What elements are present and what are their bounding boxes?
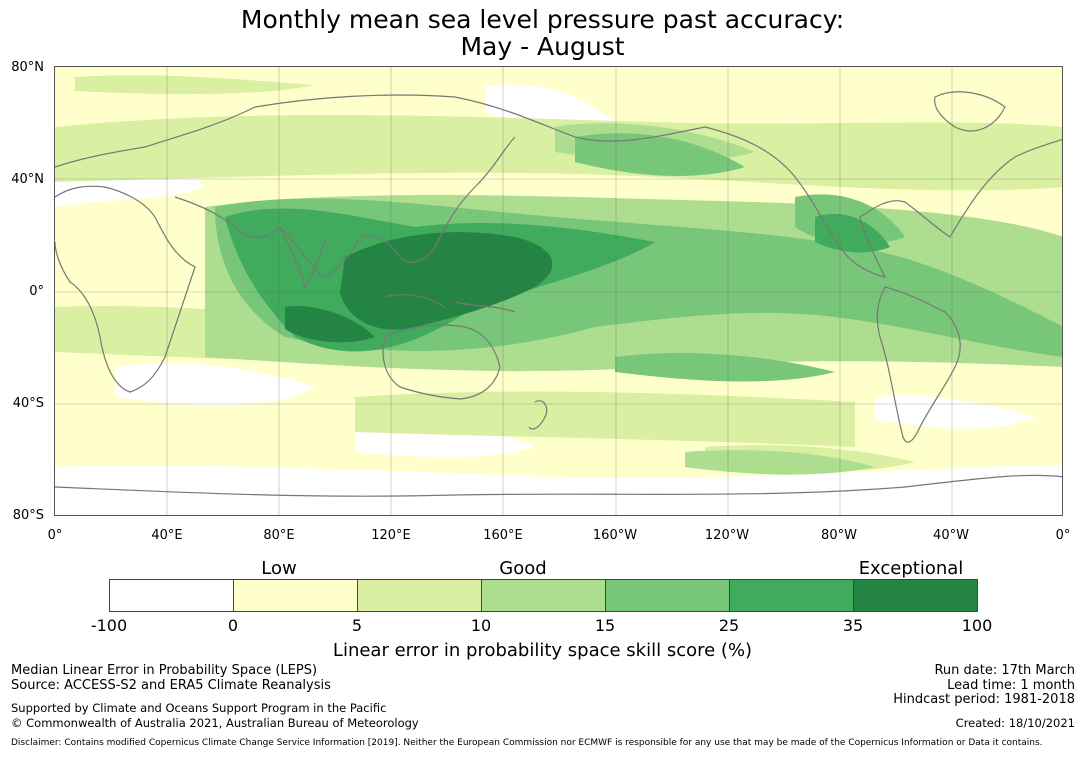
lon-label-40w: 40°W [933,528,969,543]
lead-time: Lead time: 1 month [947,678,1075,693]
colorbar-tick: 5 [351,616,363,635]
colorbar-segment-5-10 [357,579,481,612]
lat-label-80n: 80°N [11,60,44,75]
data-source: Source: ACCESS-S2 and ERA5 Climate Reana… [11,678,331,693]
created-date: Created: 18/10/2021 [955,716,1075,730]
colorbar-tick: 15 [594,616,616,635]
colorbar-tick: 100 [961,616,993,635]
lon-label-80e: 80°E [263,528,295,543]
metric-description: Median Linear Error in Probability Space… [11,663,318,678]
lon-label-160e: 160°E [483,528,523,543]
support-statement: Supported by Climate and Oceans Support … [11,701,387,715]
colorbar-category-good: Good [499,558,547,579]
lon-label-80w: 80°W [821,528,857,543]
colorbar-segment-15-25 [605,579,729,612]
run-date: Run date: 17th March [934,663,1075,678]
colorbar-category-low: Low [261,558,297,579]
colorbar-segment-25-35 [729,579,853,612]
colorbar-tick: 10 [470,616,492,635]
colorbar-tick: 25 [718,616,740,635]
copyright-notice: © Commonwealth of Australia 2021, Austra… [11,716,419,730]
skill-score-map [54,66,1063,516]
lat-label-80s: 80°S [12,508,44,523]
colorbar-label: Linear error in probability space skill … [332,640,753,661]
colorbar-tick: -100 [90,616,128,635]
lat-label-equator: 0° [29,284,44,299]
chart-title-line-1: Monthly mean sea level pressure past acc… [240,5,845,34]
lat-label-40s: 40°S [12,396,44,411]
colorbar-tick: 0 [227,616,239,635]
colorbar-segment-0-5 [233,579,357,612]
lon-label-40e: 40°E [151,528,183,543]
lon-label-120w: 120°W [704,528,750,543]
colorbar-segment-neg100-0 [109,579,233,612]
colorbar-segment-10-15 [481,579,605,612]
lon-label-0-east: 0° [1055,528,1071,543]
lon-label-0: 0° [47,528,63,543]
lon-label-120e: 120°E [371,528,411,543]
chart-title-line-2: May - August [460,32,625,61]
coastlines [55,91,1062,497]
map-canvas [55,67,1062,515]
colorbar-category-exceptional: Exceptional [858,558,964,579]
colorbar-tick: 35 [842,616,864,635]
hindcast-period: Hindcast period: 1981-2018 [893,692,1075,707]
colorbar-segment-35-100 [853,579,978,612]
lon-label-160w: 160°W [592,528,638,543]
disclaimer: Disclaimer: Contains modified Copernicus… [11,738,1043,748]
skill-35-100-regions [285,232,553,343]
lat-label-40n: 40°N [11,172,44,187]
